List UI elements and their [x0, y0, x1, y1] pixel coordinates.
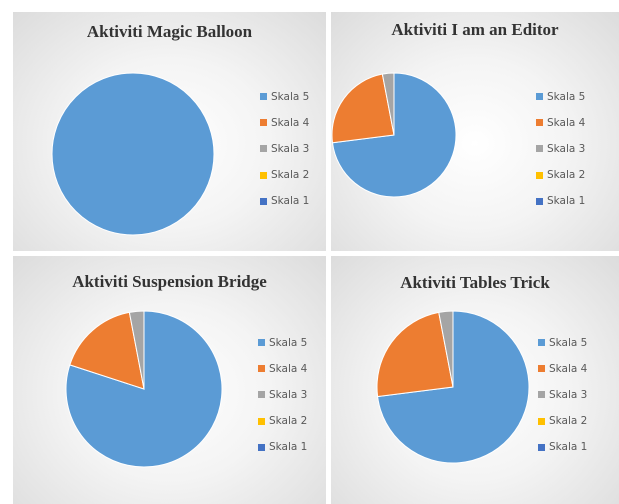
pie-chart	[376, 310, 530, 464]
chart-legend: Skala 5 Skala 4 Skala 3 Skala 2 Skala 1	[260, 90, 309, 221]
legend-label: Skala 4	[269, 362, 308, 375]
legend-label: Skala 1	[269, 441, 308, 454]
legend-item-skala-2: Skala 2	[260, 169, 309, 182]
legend-label: Skala 3	[269, 388, 308, 401]
legend-item-skala-3: Skala 3	[258, 388, 307, 401]
chart-legend: Skala 5 Skala 4 Skala 3 Skala 2 Skala 1	[258, 336, 307, 467]
legend-item-skala-1: Skala 1	[258, 441, 307, 454]
legend-item-skala-5: Skala 5	[536, 90, 585, 103]
legend-swatch	[536, 197, 543, 205]
legend-swatch	[538, 443, 545, 451]
legend-swatch	[258, 417, 265, 425]
legend-swatch	[260, 93, 267, 100]
legend-item-skala-5: Skala 5	[538, 336, 587, 349]
legend-label: Skala 5	[549, 336, 588, 349]
legend-label: Skala 4	[547, 116, 586, 129]
legend-item-skala-1: Skala 1	[260, 195, 309, 208]
legend-item-skala-1: Skala 1	[536, 195, 585, 208]
legend-item-skala-5: Skala 5	[258, 336, 307, 349]
legend-label: Skala 2	[547, 169, 586, 182]
pie-slice-skala-3	[381, 72, 395, 136]
chart-title: Aktiviti Magic Balloon	[86, 22, 253, 41]
legend-swatch	[536, 171, 543, 179]
pie-slice-skala-3	[128, 310, 145, 390]
legend-swatch	[258, 339, 265, 346]
legend-swatch	[258, 443, 265, 451]
pie-chart	[65, 310, 223, 468]
legend-label: Skala 4	[549, 362, 588, 375]
chart-title: Aktiviti Tables Trick	[400, 273, 550, 292]
legend-swatch	[536, 93, 543, 100]
pie-slice-skala-4	[331, 73, 395, 144]
legend-label: Skala 3	[271, 142, 310, 155]
legend-label: Skala 1	[271, 195, 310, 208]
legend-label: Skala 2	[549, 415, 588, 428]
chart-panel-magic-balloon: Aktiviti Magic Balloon Skala 5 Skala 4 Ska…	[13, 12, 326, 251]
legend-item-skala-2: Skala 2	[536, 169, 585, 182]
pie-slice-skala-4	[69, 311, 145, 390]
legend-label: Skala 1	[549, 441, 588, 454]
legend-swatch	[538, 339, 545, 346]
legend-item-skala-3: Skala 3	[260, 142, 309, 155]
legend-label: Skala 3	[547, 142, 586, 155]
legend-swatch	[538, 417, 545, 425]
legend-swatch	[536, 145, 543, 153]
legend-item-skala-4: Skala 4	[258, 362, 307, 375]
legend-swatch	[538, 391, 545, 399]
pie-slice-skala-3	[438, 310, 454, 388]
chart-panel-tables-trick: Aktiviti Tables Trick Skala 5 Skala 4 Skal…	[331, 256, 619, 504]
legend-swatch	[258, 391, 265, 399]
chart-panel-i-am-an-editor: Aktiviti I am an Editor Skala 5 Skala 4 Sk…	[331, 12, 619, 251]
pie-slice-skala-4	[376, 311, 454, 398]
legend-item-skala-5: Skala 5	[260, 90, 309, 103]
legend-item-skala-3: Skala 3	[536, 142, 585, 155]
chart-legend: Skala 5 Skala 4 Skala 3 Skala 2 Skala 1	[538, 336, 587, 467]
legend-item-skala-3: Skala 3	[538, 388, 587, 401]
pie-chart	[51, 72, 215, 236]
legend-item-skala-4: Skala 4	[538, 362, 587, 375]
legend-item-skala-2: Skala 2	[258, 415, 307, 428]
pie-slice-skala-5	[51, 72, 215, 236]
legend-swatch	[260, 119, 267, 127]
legend-label: Skala 5	[547, 90, 586, 103]
legend-label: Skala 2	[271, 169, 310, 182]
chart-title: Aktiviti Suspension Bridge	[72, 272, 267, 291]
legend-label: Skala 2	[269, 415, 308, 428]
legend-label: Skala 3	[549, 388, 588, 401]
legend-swatch	[260, 171, 267, 179]
legend-swatch	[538, 365, 545, 373]
legend-item-skala-4: Skala 4	[260, 116, 309, 129]
legend-item-skala-4: Skala 4	[536, 116, 585, 129]
chart-panel-suspension-bridge: Aktiviti Suspension Bridge Skala 5 Skala …	[13, 256, 326, 504]
legend-label: Skala 5	[269, 336, 308, 349]
legend-label: Skala 4	[271, 116, 310, 129]
legend-swatch	[258, 365, 265, 373]
legend-swatch	[260, 145, 267, 153]
legend-label: Skala 1	[547, 195, 586, 208]
legend-item-skala-2: Skala 2	[538, 415, 587, 428]
legend-swatch	[536, 119, 543, 127]
chart-title: Aktiviti I am an Editor	[391, 20, 559, 39]
legend-item-skala-1: Skala 1	[538, 441, 587, 454]
legend-swatch	[260, 197, 267, 205]
legend-label: Skala 5	[271, 90, 310, 103]
chart-legend: Skala 5 Skala 4 Skala 3 Skala 2 Skala 1	[536, 90, 585, 221]
pie-chart	[331, 72, 457, 198]
